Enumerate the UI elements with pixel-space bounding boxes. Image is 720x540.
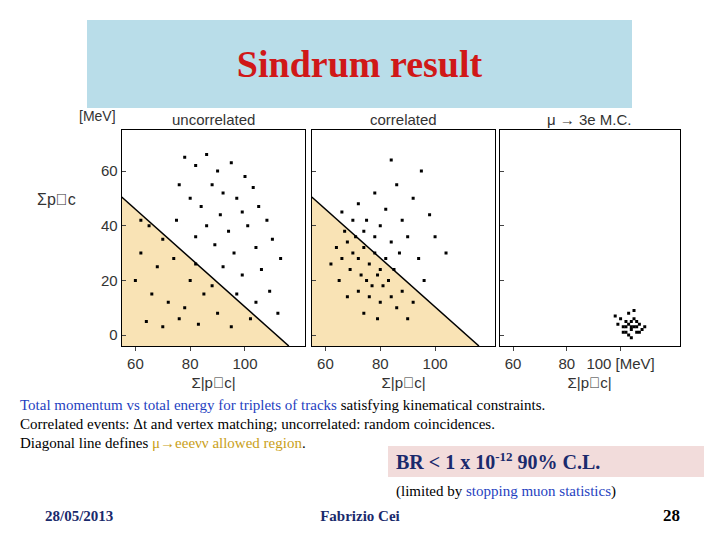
svg-text:[MeV]: [MeV] [79, 108, 116, 124]
html-text:(limited by stopping muon stat: (limited by stopping muon statistics) [396, 483, 616, 499]
svg-text:60: 60 [317, 355, 334, 372]
html-text:28: 28 [663, 506, 680, 525]
html-text:28/05/2013: 28/05/2013 [45, 508, 114, 524]
svg-text:60: 60 [127, 355, 144, 372]
html-text:Sindrum result: Sindrum result [236, 43, 483, 85]
svg-text:100 [MeV]: 100 [MeV] [586, 355, 654, 372]
svg-text:uncorrelated: uncorrelated [172, 111, 255, 128]
html-text:BR < 1 x 10-12: BR < 1 x 10-12 [396, 449, 513, 473]
html-text:Correlated events: Δt and vert: Correlated events: Δt and vertex matchin… [20, 416, 495, 432]
html-text:Fabrizio Cei: Fabrizio Cei [320, 508, 400, 524]
svg-text:80: 80 [558, 355, 575, 372]
svg-text:100: 100 [423, 355, 448, 372]
svg-text:μ → 3e M.C.: μ → 3e M.C. [547, 111, 632, 128]
svg-text:Σ|p⃗c|: Σ|p⃗c| [568, 374, 612, 391]
svg-text:60: 60 [101, 162, 118, 179]
html-text:Diagonal line defines μ→eeeνν: Diagonal line defines μ→eeeνν allowed re… [20, 435, 306, 451]
html-text:90% C.L.: 90% C.L. [512, 450, 601, 473]
svg-text:80: 80 [372, 355, 389, 372]
svg-text:Σ|p⃗c|: Σ|p⃗c| [381, 374, 425, 391]
svg-text:correlated: correlated [370, 111, 437, 128]
svg-text:40: 40 [101, 217, 118, 234]
svg-text:80: 80 [182, 355, 199, 372]
svg-text:Σp⃗c: Σp⃗c [37, 191, 76, 208]
svg-text:20: 20 [101, 272, 118, 289]
svg-text:60: 60 [505, 355, 522, 372]
svg-text:0: 0 [109, 326, 117, 343]
svg-text:Σ|p⃗c|: Σ|p⃗c| [191, 374, 235, 391]
svg-text:100: 100 [232, 355, 257, 372]
html-text:Total momentum vs total energy: Total momentum vs total energy for tripl… [20, 397, 546, 413]
